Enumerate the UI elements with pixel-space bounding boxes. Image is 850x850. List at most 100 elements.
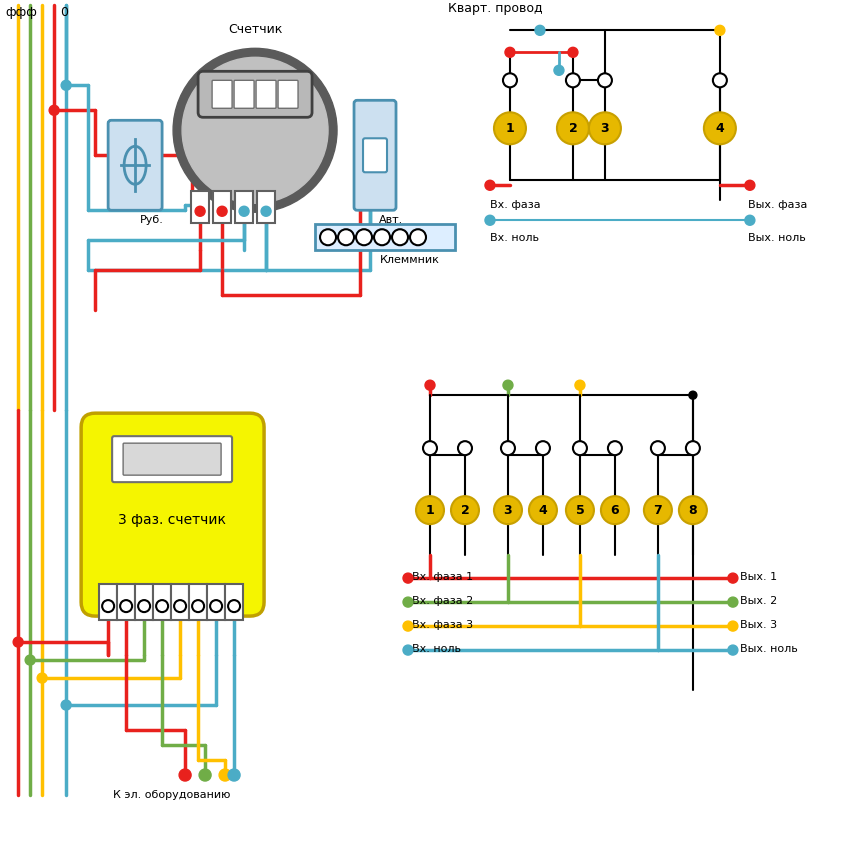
- Circle shape: [573, 441, 587, 455]
- Text: Счетчик: Счетчик: [228, 23, 282, 37]
- Circle shape: [494, 112, 526, 144]
- FancyBboxPatch shape: [198, 71, 312, 117]
- Circle shape: [61, 80, 71, 90]
- Circle shape: [713, 73, 727, 88]
- Circle shape: [529, 496, 557, 524]
- Circle shape: [505, 48, 515, 57]
- FancyBboxPatch shape: [257, 191, 275, 224]
- Circle shape: [120, 600, 132, 612]
- Circle shape: [179, 769, 191, 781]
- Text: Вых. 1: Вых. 1: [740, 572, 777, 582]
- FancyBboxPatch shape: [354, 100, 396, 210]
- Circle shape: [728, 645, 738, 655]
- Circle shape: [728, 621, 738, 631]
- FancyBboxPatch shape: [315, 224, 455, 250]
- Circle shape: [102, 600, 114, 612]
- Circle shape: [535, 26, 545, 36]
- Circle shape: [503, 380, 513, 390]
- Text: Кварт. провод: Кварт. провод: [448, 2, 542, 14]
- Circle shape: [557, 112, 589, 144]
- Text: 4: 4: [716, 122, 724, 135]
- Circle shape: [228, 769, 240, 781]
- Text: 0: 0: [60, 6, 68, 19]
- Circle shape: [704, 112, 736, 144]
- Circle shape: [589, 112, 620, 144]
- Circle shape: [554, 65, 564, 76]
- Text: Вх. ноль: Вх. ноль: [490, 233, 539, 243]
- Text: 2: 2: [569, 122, 577, 135]
- Text: 3 фаз. счетчик: 3 фаз. счетчик: [118, 513, 226, 527]
- Text: 1: 1: [506, 122, 514, 135]
- FancyBboxPatch shape: [81, 413, 264, 616]
- Circle shape: [575, 380, 585, 390]
- Text: 3: 3: [601, 122, 609, 135]
- Circle shape: [239, 207, 249, 216]
- Text: Вых. 3: Вых. 3: [740, 620, 777, 630]
- FancyBboxPatch shape: [191, 191, 209, 224]
- Circle shape: [199, 769, 211, 781]
- Text: 5: 5: [575, 504, 584, 517]
- Circle shape: [536, 441, 550, 455]
- FancyBboxPatch shape: [135, 584, 153, 620]
- Circle shape: [501, 441, 515, 455]
- Text: Вх. фаза 1: Вх. фаза 1: [412, 572, 473, 582]
- Circle shape: [219, 208, 225, 214]
- Text: Клеммник: Клеммник: [380, 255, 440, 265]
- Circle shape: [210, 600, 222, 612]
- Circle shape: [156, 600, 168, 612]
- FancyBboxPatch shape: [235, 191, 253, 224]
- Circle shape: [356, 230, 372, 246]
- Circle shape: [503, 73, 517, 88]
- FancyBboxPatch shape: [112, 436, 232, 482]
- Circle shape: [320, 230, 336, 246]
- Text: 7: 7: [654, 504, 662, 517]
- Circle shape: [196, 207, 205, 216]
- Circle shape: [197, 208, 203, 214]
- Circle shape: [686, 441, 700, 455]
- Text: 8: 8: [688, 504, 697, 517]
- Circle shape: [566, 496, 594, 524]
- FancyBboxPatch shape: [212, 80, 232, 108]
- Circle shape: [374, 230, 390, 246]
- Circle shape: [26, 655, 35, 665]
- FancyBboxPatch shape: [117, 584, 135, 620]
- Circle shape: [217, 207, 227, 216]
- FancyBboxPatch shape: [234, 80, 254, 108]
- Circle shape: [174, 600, 186, 612]
- Circle shape: [608, 441, 622, 455]
- Text: 1: 1: [426, 504, 434, 517]
- FancyBboxPatch shape: [207, 584, 225, 620]
- Circle shape: [61, 700, 71, 710]
- Circle shape: [745, 215, 755, 225]
- Circle shape: [644, 496, 672, 524]
- Circle shape: [494, 496, 522, 524]
- Circle shape: [688, 391, 697, 399]
- Circle shape: [745, 180, 755, 190]
- Text: Вх. фаза 2: Вх. фаза 2: [412, 596, 473, 606]
- FancyBboxPatch shape: [256, 80, 276, 108]
- Text: Вх. ноль: Вх. ноль: [412, 644, 461, 654]
- Circle shape: [598, 73, 612, 88]
- Circle shape: [451, 496, 479, 524]
- Circle shape: [715, 26, 725, 36]
- Circle shape: [261, 207, 271, 216]
- Circle shape: [728, 573, 738, 583]
- Circle shape: [403, 645, 413, 655]
- Circle shape: [228, 600, 240, 612]
- FancyBboxPatch shape: [225, 584, 243, 620]
- Circle shape: [392, 230, 408, 246]
- Circle shape: [241, 208, 247, 214]
- FancyBboxPatch shape: [99, 584, 117, 620]
- Circle shape: [182, 57, 328, 203]
- Circle shape: [403, 597, 413, 607]
- Text: Вых. 2: Вых. 2: [740, 596, 777, 606]
- Text: Вых. ноль: Вых. ноль: [740, 644, 797, 654]
- Circle shape: [138, 600, 150, 612]
- FancyBboxPatch shape: [108, 121, 162, 210]
- FancyBboxPatch shape: [153, 584, 171, 620]
- Circle shape: [423, 441, 437, 455]
- Circle shape: [403, 621, 413, 631]
- Circle shape: [416, 496, 444, 524]
- Circle shape: [49, 105, 60, 116]
- Text: Вых. ноль: Вых. ноль: [748, 233, 806, 243]
